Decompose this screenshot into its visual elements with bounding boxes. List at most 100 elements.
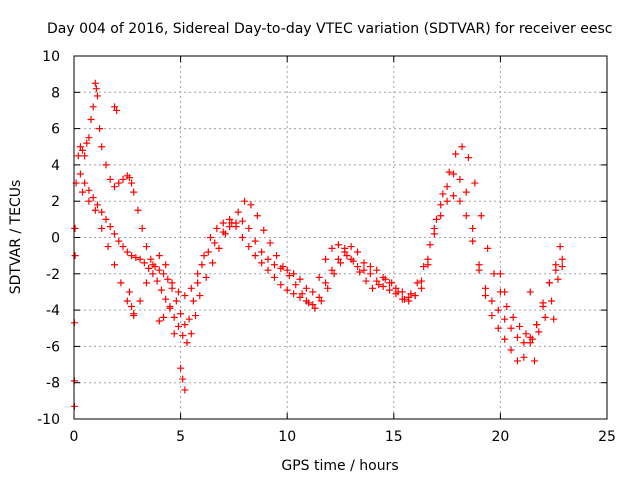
data-point (439, 190, 447, 198)
data-point (81, 179, 89, 187)
data-point (125, 174, 133, 182)
y-tick-label: -4 (46, 303, 60, 319)
data-point (253, 212, 261, 220)
data-point (533, 321, 541, 329)
data-point (503, 302, 511, 310)
data-point (209, 259, 217, 267)
data-point (418, 284, 426, 292)
data-point (368, 284, 376, 292)
data-point (194, 279, 202, 287)
data-point (183, 339, 191, 347)
data-point (166, 302, 174, 310)
data-point (245, 243, 253, 251)
data-point (79, 188, 87, 196)
data-point (349, 257, 357, 265)
data-point (215, 244, 223, 252)
data-point (516, 322, 524, 330)
x-axis-label: GPS time / hours (281, 458, 398, 474)
data-point (413, 279, 421, 287)
data-point (142, 279, 150, 287)
series-track-b (76, 143, 566, 347)
data-point (469, 224, 477, 232)
x-tick-label: 5 (176, 429, 185, 445)
data-point (290, 290, 298, 298)
data-point (174, 288, 182, 296)
data-point (481, 292, 489, 300)
data-point (507, 346, 515, 354)
data-point (85, 134, 93, 142)
data-point (520, 353, 528, 361)
data-point (140, 259, 148, 267)
data-point (83, 139, 91, 147)
data-point (119, 175, 127, 183)
data-point (375, 281, 383, 289)
data-point (443, 183, 451, 191)
data-point (279, 263, 287, 271)
data-point (234, 208, 242, 216)
data-point (315, 293, 323, 301)
data-marks (70, 79, 566, 410)
data-point (162, 261, 170, 269)
data-point (128, 179, 136, 187)
data-point (273, 252, 281, 260)
data-point (232, 223, 240, 231)
data-point (405, 297, 413, 305)
data-point (488, 312, 496, 320)
data-point (79, 146, 87, 154)
data-point (115, 237, 123, 245)
data-point (354, 263, 362, 271)
data-point (164, 275, 172, 283)
data-point (160, 270, 168, 278)
data-point (347, 243, 355, 251)
data-point (132, 253, 140, 261)
data-point (221, 230, 229, 238)
data-point (102, 215, 110, 223)
data-point (266, 239, 274, 247)
data-point (245, 224, 253, 232)
data-point (449, 192, 457, 200)
data-point (270, 261, 278, 269)
data-point (206, 234, 214, 241)
data-point (366, 263, 374, 271)
data-point (192, 312, 200, 320)
data-point (219, 219, 227, 227)
data-point (226, 223, 234, 231)
data-point (128, 302, 136, 310)
data-point (462, 188, 470, 196)
data-point (213, 224, 221, 232)
data-point (501, 315, 509, 323)
data-point (311, 304, 319, 312)
data-point (185, 315, 193, 323)
data-point (309, 288, 317, 296)
data-point (490, 270, 498, 278)
data-point (477, 212, 485, 220)
data-point (494, 306, 502, 314)
y-tick-label: 4 (51, 158, 60, 174)
data-point (437, 201, 445, 209)
data-point (430, 230, 438, 238)
data-point (241, 197, 249, 205)
data-point (149, 261, 157, 269)
data-point (407, 290, 415, 298)
data-point (481, 284, 489, 292)
data-point (475, 266, 483, 274)
data-point (125, 288, 133, 296)
data-point (548, 297, 556, 305)
data-point (556, 243, 564, 251)
data-point (317, 297, 325, 305)
data-point (149, 270, 157, 278)
data-point (81, 152, 89, 160)
data-point (91, 206, 99, 214)
data-point (452, 150, 460, 158)
data-point (360, 266, 368, 274)
data-point (445, 168, 453, 176)
data-point (155, 252, 163, 260)
data-point (356, 268, 364, 276)
gridlines (74, 56, 607, 419)
data-point (324, 284, 332, 292)
data-point (426, 241, 434, 249)
data-point (285, 272, 293, 280)
data-point (302, 284, 310, 292)
data-point (123, 248, 131, 256)
data-point (87, 116, 95, 124)
